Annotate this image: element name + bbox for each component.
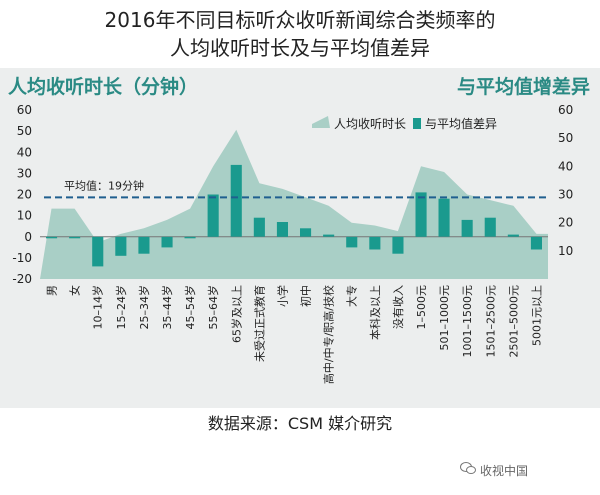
title-line-2: 人均收听时长及与平均值差异 xyxy=(170,36,430,60)
category-label-13: 大专 xyxy=(345,285,359,307)
bar-11 xyxy=(300,228,312,237)
category-label-7: 55–64岁 xyxy=(206,285,220,330)
category-label-1: 女 xyxy=(68,285,82,296)
category-label-4: 25–34岁 xyxy=(137,285,151,330)
category-label-14: 本科及以上 xyxy=(368,285,382,340)
right-tick-1: 50 xyxy=(558,131,573,145)
right-tick-3: 30 xyxy=(558,188,573,202)
category-label-0: 男 xyxy=(46,285,59,296)
series-area-duration xyxy=(40,129,548,279)
left-tick-2: 40 xyxy=(17,145,32,159)
legend-swatch-duration xyxy=(312,116,330,128)
bar-20 xyxy=(507,234,519,237)
title-line-1: 2016年不同目标听众收听新闻综合类频率的 xyxy=(104,8,496,32)
wechat-icon xyxy=(460,462,476,474)
category-label-20: 2501–5000元 xyxy=(507,285,520,358)
category-label-18: 1001–1500元 xyxy=(461,285,474,358)
category-label-12: 高中/中专/职高/技校 xyxy=(322,285,336,384)
category-label-17: 501–1000元 xyxy=(438,285,451,351)
bar-8 xyxy=(230,164,242,237)
average-label: 平均值：19分钟 xyxy=(64,178,144,192)
bar-6 xyxy=(184,236,196,239)
bar-9 xyxy=(253,217,265,237)
left-tick-4: 20 xyxy=(17,188,32,202)
bar-5 xyxy=(161,236,173,248)
source-note: 数据来源：CSM 媒介研究 xyxy=(207,414,393,433)
left-tick-8: -20 xyxy=(12,272,32,286)
left-axis-title: 人均收听时长（分钟） xyxy=(8,76,199,98)
bar-18 xyxy=(461,219,473,237)
left-tick-1: 50 xyxy=(17,124,32,138)
right-axis-title: 与平均值增差异 xyxy=(456,76,590,98)
bar-19 xyxy=(484,217,496,237)
right-tick-5: 10 xyxy=(558,244,573,258)
category-label-11: 初中 xyxy=(299,285,313,307)
category-label-16: 1–500元 xyxy=(415,285,428,330)
category-label-5: 35–44岁 xyxy=(160,285,174,330)
left-tick-6: 0 xyxy=(24,230,32,244)
category-label-15: 没有收入 xyxy=(391,285,405,329)
bar-12 xyxy=(323,234,335,237)
bar-16 xyxy=(415,192,427,237)
bar-0 xyxy=(46,236,58,239)
bar-15 xyxy=(392,236,404,254)
bar-4 xyxy=(138,236,150,254)
chart-title: 2016年不同目标听众收听新闻综合类频率的 人均收听时长及与平均值差异 xyxy=(0,6,600,62)
category-label-21: 5001元以上 xyxy=(530,285,543,346)
category-label-9: 未受过正式教育 xyxy=(252,285,266,362)
watermark: 收视中国 xyxy=(480,464,529,478)
bar-13 xyxy=(346,236,358,248)
right-tick-0: 60 xyxy=(558,103,573,117)
left-tick-0: 60 xyxy=(17,103,32,117)
bar-10 xyxy=(276,222,288,237)
bar-14 xyxy=(369,236,381,250)
legend-label-duration: 人均收听时长 xyxy=(334,117,406,131)
legend-swatch-diff xyxy=(413,118,421,129)
category-label-10: 小学 xyxy=(275,285,289,307)
category-label-6: 45–54岁 xyxy=(183,285,197,330)
bar-2 xyxy=(92,236,104,267)
bar-17 xyxy=(438,198,450,237)
bar-21 xyxy=(530,236,542,250)
left-tick-3: 30 xyxy=(17,166,32,180)
category-label-3: 15–24岁 xyxy=(114,285,128,330)
legend-label-diff: 与平均值差异 xyxy=(425,116,497,131)
bar-3 xyxy=(115,236,127,256)
category-label-2: 10–14岁 xyxy=(91,285,105,330)
category-label-19: 1501–2500元 xyxy=(484,285,497,358)
right-tick-2: 40 xyxy=(558,159,573,173)
bar-7 xyxy=(207,194,219,237)
left-tick-7: -10 xyxy=(12,251,32,265)
left-tick-5: 10 xyxy=(17,209,32,223)
right-tick-4: 20 xyxy=(558,216,573,230)
category-label-8: 65岁及以上 xyxy=(229,285,243,343)
bar-1 xyxy=(69,236,81,239)
